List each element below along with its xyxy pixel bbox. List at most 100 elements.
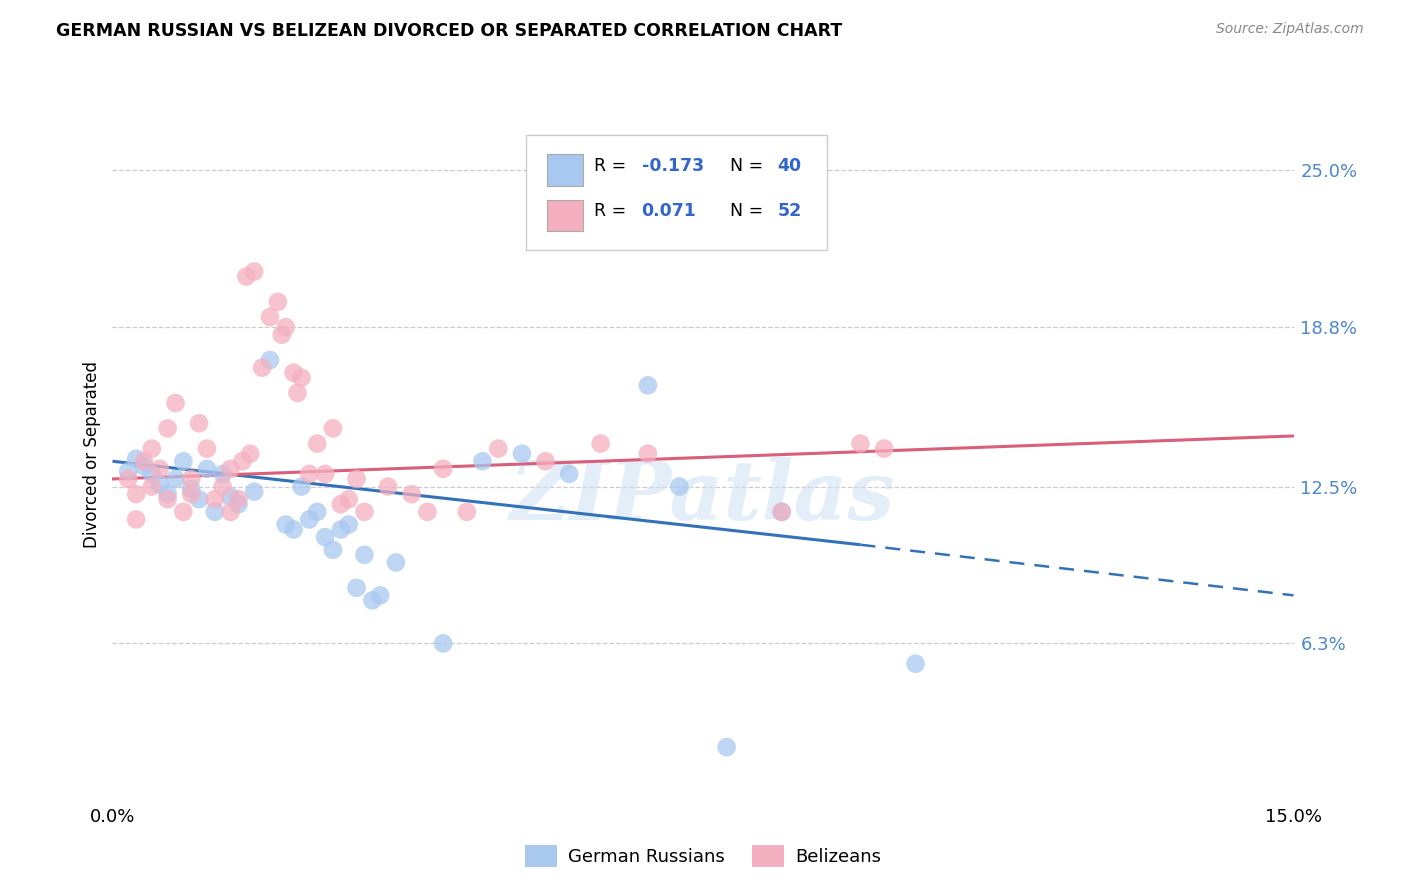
Point [307,436,329,450]
Point [125,451,148,466]
Point [149,477,172,491]
Point [401,487,423,501]
Point [125,487,148,501]
Point [849,436,872,450]
Point [132,454,155,468]
Point [180,472,202,486]
Point [132,459,155,474]
Point [287,386,309,401]
Point [172,505,194,519]
Point [322,542,344,557]
Text: 0.071: 0.071 [641,202,696,220]
Point [416,505,439,519]
Point [228,492,250,507]
Text: 40: 40 [778,157,801,175]
Point [668,479,690,493]
Point [353,505,375,519]
Point [337,492,360,507]
Point [204,505,226,519]
Point [471,454,494,468]
FancyBboxPatch shape [547,200,582,231]
Point [770,505,793,519]
Point [231,454,253,468]
Point [298,512,321,526]
Point [125,512,148,526]
Point [270,327,292,342]
Point [243,484,266,499]
Point [250,360,273,375]
Point [534,454,557,468]
Point [377,479,399,493]
Point [314,467,336,481]
Point [361,593,384,607]
Point [228,497,250,511]
Point [165,396,187,410]
Legend: German Russians, Belizeans: German Russians, Belizeans [517,838,889,874]
Point [141,442,163,456]
Text: -0.173: -0.173 [641,157,704,175]
Point [290,370,312,384]
Point [219,490,242,504]
Point [165,472,187,486]
Point [172,454,194,468]
Text: GERMAN RUSSIAN VS BELIZEAN DIVORCED OR SEPARATED CORRELATION CHART: GERMAN RUSSIAN VS BELIZEAN DIVORCED OR S… [56,22,842,40]
Point [219,505,242,519]
Point [180,487,202,501]
Point [274,320,297,334]
Point [770,505,793,519]
Point [456,505,478,519]
Point [283,523,305,537]
Point [589,436,612,450]
Point [180,482,202,496]
Point [307,505,329,519]
Point [267,294,290,309]
Point [637,447,659,461]
Point [558,467,581,481]
Point [337,517,360,532]
Point [274,517,297,532]
Point [156,492,179,507]
Text: R =: R = [595,202,633,220]
Point [298,467,321,481]
Point [510,447,533,461]
Point [904,657,927,671]
Y-axis label: Divorced or Separated: Divorced or Separated [83,361,101,549]
Point [149,462,172,476]
Point [322,421,344,435]
Point [188,492,211,507]
Text: 52: 52 [778,202,801,220]
Point [346,472,368,486]
Text: N =: N = [730,157,769,175]
Text: ZIPatlas: ZIPatlas [510,457,896,537]
Point [368,588,391,602]
Text: R =: R = [595,157,633,175]
Point [290,479,312,493]
Point [385,556,408,570]
Point [432,462,454,476]
Point [235,269,257,284]
Point [204,492,226,507]
Point [637,378,659,392]
Point [188,417,211,431]
Point [353,548,375,562]
Point [117,472,139,486]
Point [141,479,163,493]
Point [219,462,242,476]
FancyBboxPatch shape [526,135,827,250]
Text: N =: N = [730,202,769,220]
Point [329,523,352,537]
Point [239,447,262,461]
Point [141,467,163,481]
Point [346,581,368,595]
Point [117,464,139,478]
Text: Source: ZipAtlas.com: Source: ZipAtlas.com [1216,22,1364,37]
Point [243,264,266,278]
Point [329,497,352,511]
Point [283,366,305,380]
Point [259,353,281,368]
FancyBboxPatch shape [547,154,582,186]
Point [195,462,218,476]
Point [259,310,281,324]
Point [156,421,179,435]
Point [211,479,233,493]
